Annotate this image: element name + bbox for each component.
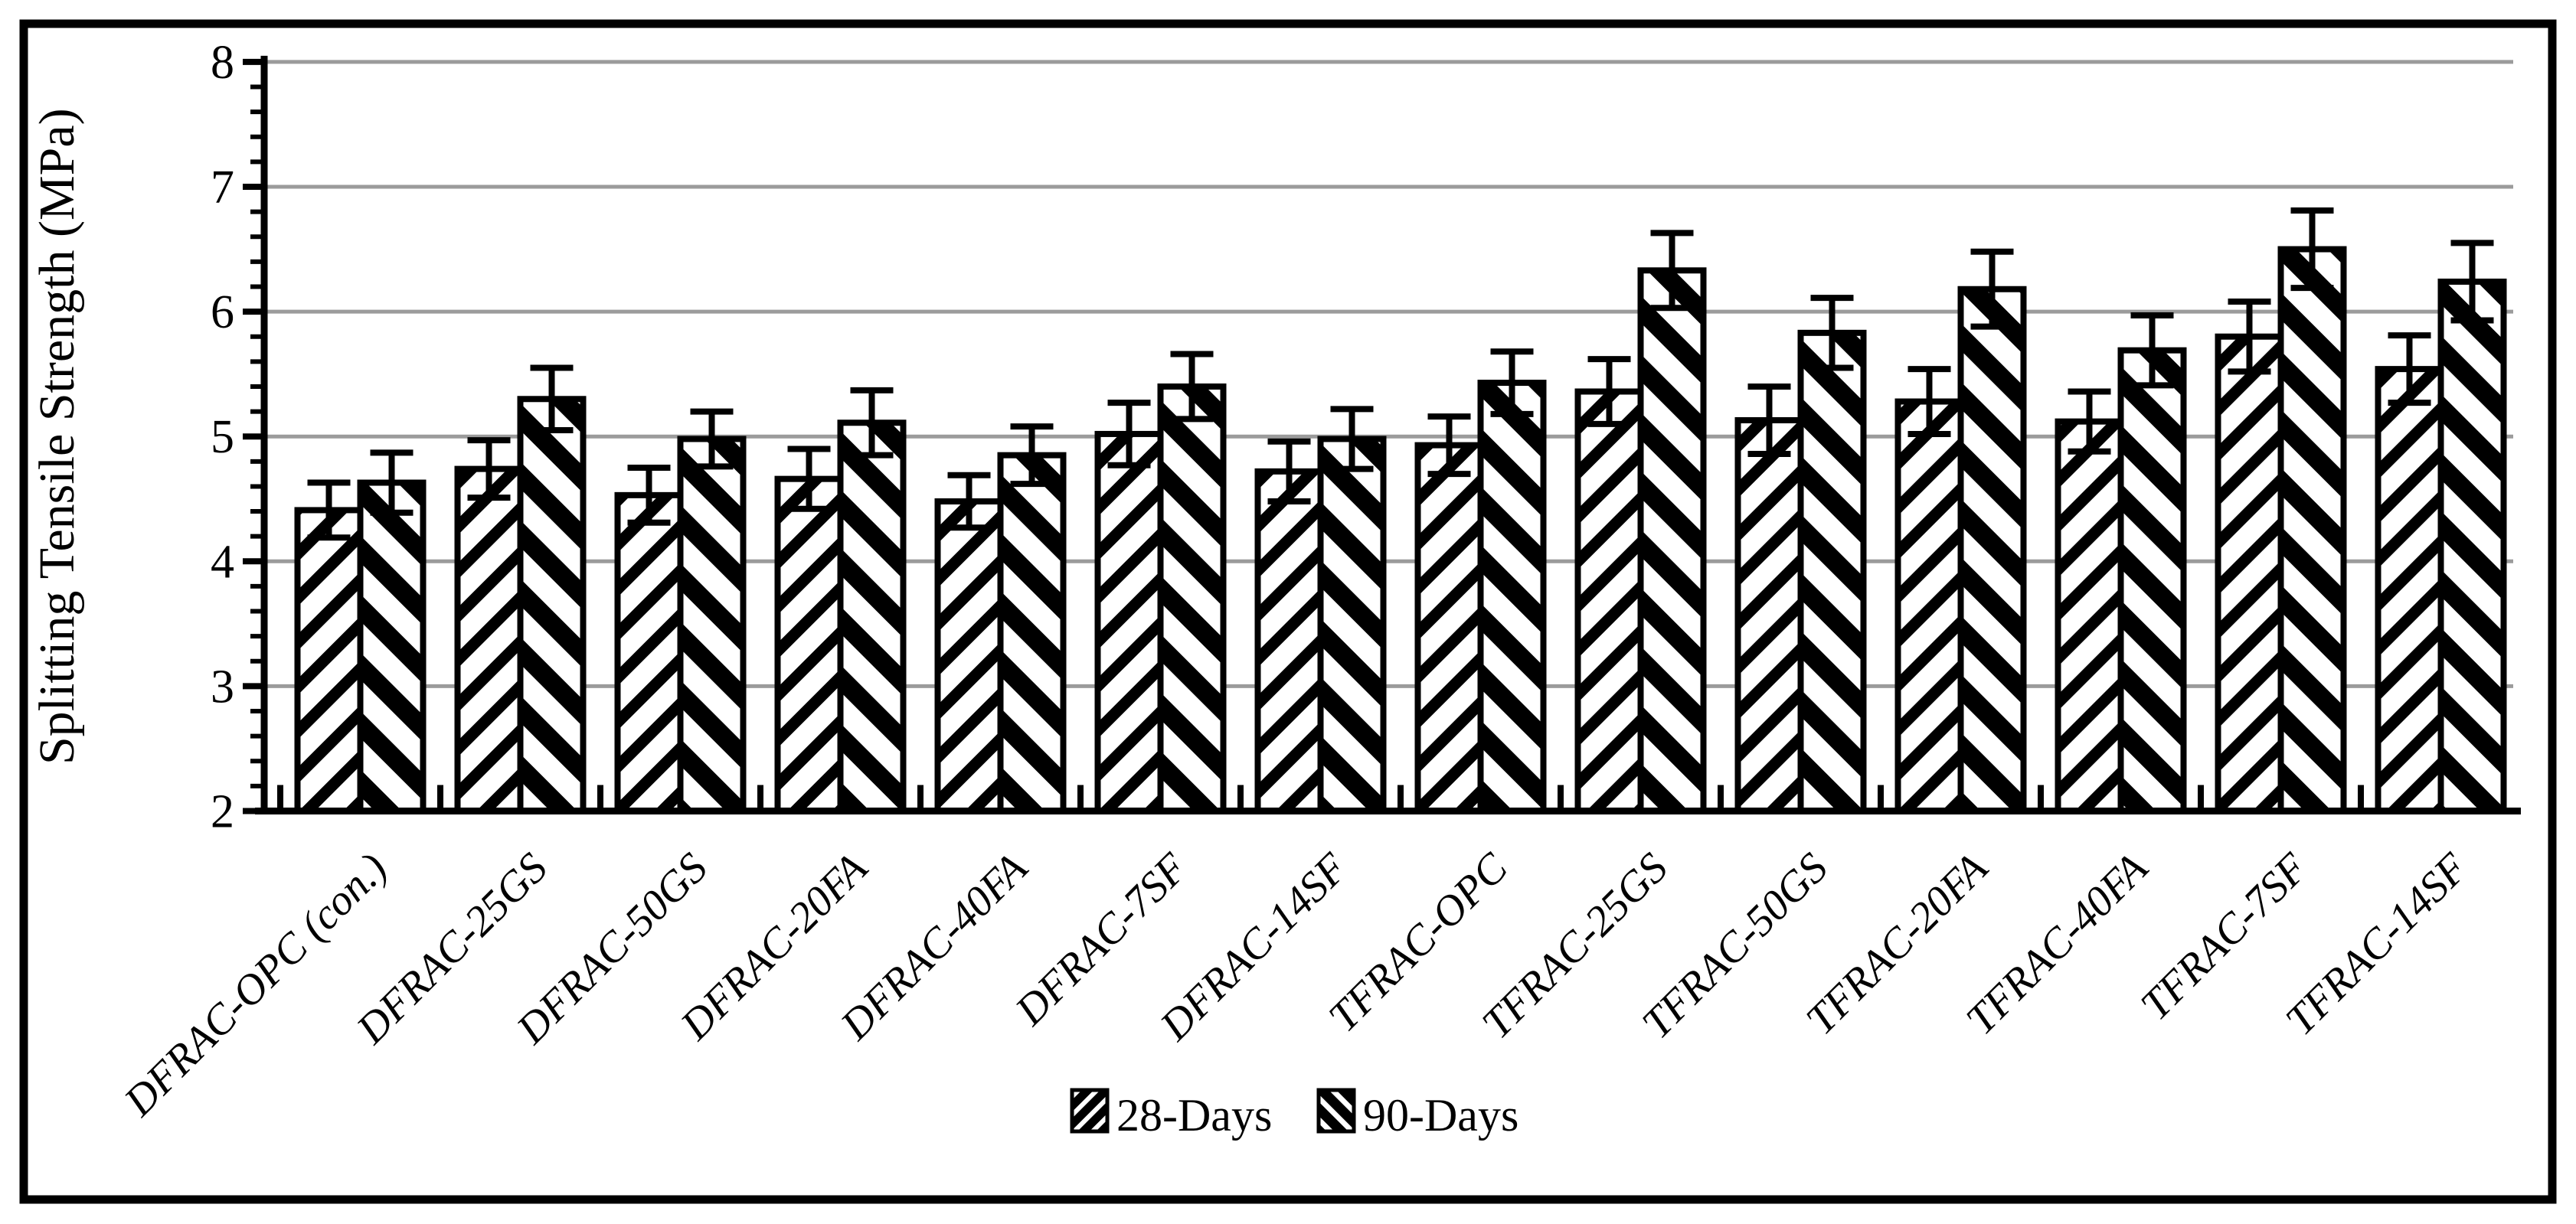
bar-90-days-3 xyxy=(677,436,747,814)
error-bar-28-days-8 xyxy=(1427,413,1471,478)
bars-layer xyxy=(294,246,2507,814)
error-bar-90-days-8 xyxy=(1490,348,1534,417)
error-bar-28-days-1 xyxy=(307,479,351,541)
error-bar-90-days-3 xyxy=(690,408,734,470)
error-bar-90-days-9 xyxy=(1650,230,1694,312)
error-bar-28-days-6 xyxy=(1107,400,1151,468)
bar-90-days-6 xyxy=(1157,383,1227,814)
error-bar-90-days-14 xyxy=(2450,240,2494,324)
x-category-label-1: DFRAC-OPC (con.) xyxy=(115,844,397,1126)
error-bar-28-days-11 xyxy=(1907,366,1951,437)
error-bar-90-days-7 xyxy=(1330,406,1374,472)
figure-border xyxy=(19,19,2557,1204)
bar-90-days-10 xyxy=(1797,329,1867,814)
legend-label-28-days: 28-Days xyxy=(1116,1090,1272,1141)
bar-28-days-8 xyxy=(1414,442,1484,814)
bar-28-days-5 xyxy=(934,498,1004,814)
y-tick-label-6: 6 xyxy=(211,286,234,338)
bar-90-days-12 xyxy=(2117,347,2187,814)
y-tick-label-5: 5 xyxy=(211,411,234,463)
bar-28-days-2 xyxy=(454,465,524,814)
error-bar-28-days-13 xyxy=(2228,299,2271,375)
y-tick-label-2: 2 xyxy=(211,786,234,838)
bar-28-days-13 xyxy=(2215,333,2284,814)
bar-90-days-7 xyxy=(1317,436,1387,814)
error-bar-90-days-10 xyxy=(1810,295,1854,371)
bar-90-days-1 xyxy=(357,479,427,814)
error-bar-90-days-4 xyxy=(850,387,894,459)
legend-item-90-days: 90-Days xyxy=(1316,1088,1518,1141)
error-bar-28-days-14 xyxy=(2388,332,2431,406)
bar-90-days-5 xyxy=(997,452,1067,814)
y-tick-label-8: 8 xyxy=(211,37,234,89)
legend-key-90-days-hatch-swatch xyxy=(1316,1088,1356,1134)
error-bar-90-days-6 xyxy=(1170,351,1214,423)
y-axis-title: Splitting Tensile Strength (MPa) xyxy=(29,108,85,765)
bar-28-days-4 xyxy=(774,475,844,814)
legend-label-90-days: 90-Days xyxy=(1363,1090,1518,1141)
y-tick-label-7: 7 xyxy=(211,162,234,214)
error-bar-90-days-13 xyxy=(2290,207,2334,292)
error-bar-90-days-12 xyxy=(2130,312,2174,389)
error-bar-28-days-4 xyxy=(787,446,831,512)
error-bar-90-days-5 xyxy=(1010,423,1054,488)
bar-28-days-11 xyxy=(1894,398,1964,814)
legend-key-28-days-hatch-swatch xyxy=(1070,1088,1110,1134)
error-bar-28-days-10 xyxy=(1747,383,1791,458)
bar-28-days-9 xyxy=(1574,388,1644,814)
bar-28-days-6 xyxy=(1094,430,1164,814)
bar-28-days-3 xyxy=(614,491,684,814)
error-bar-90-days-11 xyxy=(1970,248,2014,330)
y-tick-label-3: 3 xyxy=(211,661,234,713)
bar-28-days-7 xyxy=(1254,468,1324,814)
bar-90-days-14 xyxy=(2437,278,2507,814)
legend-item-28-days: 28-Days xyxy=(1070,1088,1272,1141)
y-tick-label-4: 4 xyxy=(211,536,234,588)
bar-90-days-4 xyxy=(837,419,907,814)
legend-layer: 28-Days 90-Days xyxy=(1070,1088,1518,1141)
bar-28-days-12 xyxy=(2055,418,2124,814)
bar-28-days-10 xyxy=(1734,416,1804,814)
bar-28-days-14 xyxy=(2375,366,2444,814)
error-bar-28-days-9 xyxy=(1587,356,1631,427)
error-bar-28-days-3 xyxy=(627,464,671,526)
bar-90-days-8 xyxy=(1477,380,1547,814)
bar-90-days-11 xyxy=(1957,286,2027,814)
error-bar-28-days-7 xyxy=(1267,438,1311,505)
bar-90-days-13 xyxy=(2277,246,2347,814)
error-bar-28-days-12 xyxy=(2068,388,2111,455)
bar-90-days-2 xyxy=(517,396,587,814)
error-bar-28-days-2 xyxy=(467,437,511,501)
bar-28-days-1 xyxy=(294,507,364,814)
error-bar-28-days-5 xyxy=(947,472,991,531)
error-bar-90-days-1 xyxy=(370,449,414,516)
error-bar-90-days-2 xyxy=(530,364,574,434)
error-bars-layer xyxy=(307,207,2494,541)
bar-90-days-9 xyxy=(1637,267,1707,814)
axes-layer xyxy=(243,55,2521,814)
